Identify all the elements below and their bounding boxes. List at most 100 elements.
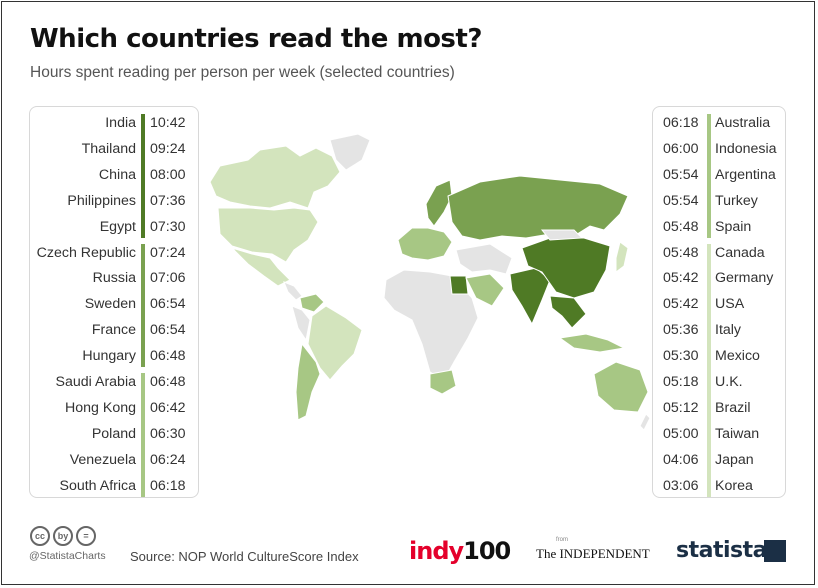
ranking-row-turkey: Turkey 05:54 [653, 189, 785, 214]
tier-bar [141, 114, 145, 238]
map-region-venezuela [299, 293, 325, 313]
ranking-row-germany: Germany 05:42 [653, 266, 785, 291]
ranking-panel-right: Australia 06:18 Indonesia 06:00 Argentina 05:… [652, 106, 786, 498]
map-region-mexico [231, 247, 291, 287]
country-name: Indonesia [715, 140, 777, 157]
indy100-logo-text: indy [409, 537, 464, 565]
country-name: Canada [715, 244, 765, 261]
ranking-row-taiwan: Taiwan 05:00 [653, 422, 785, 447]
ranking-panel-left: India 10:42 Thailand 09:24 China 08:00 Philipp… [29, 106, 199, 498]
reading-time: 06:42 [150, 399, 186, 416]
country-name: Philippines [67, 192, 136, 209]
reading-time: 05:36 [663, 322, 699, 339]
country-name: India [105, 115, 136, 131]
country-name: Taiwan [715, 425, 760, 442]
map-region-central-america [283, 281, 303, 301]
reading-time: 05:42 [663, 296, 699, 313]
ranking-row-egypt: Egypt 07:30 [30, 215, 198, 240]
country-name: Brazil [715, 399, 751, 416]
reading-time: 05:48 [663, 244, 699, 261]
country-name: U.K. [715, 374, 743, 390]
reading-time: 05:00 [663, 425, 699, 442]
statista-logo: statista [676, 538, 767, 563]
country-name: Argentina [715, 166, 776, 183]
reading-time: 06:48 [150, 374, 186, 390]
country-name: Poland [91, 425, 136, 442]
ranking-row-thailand: Thailand 09:24 [30, 137, 198, 162]
country-name: Korea [715, 477, 753, 494]
reading-time: 06:18 [150, 477, 186, 494]
map-region-middle-east [455, 243, 513, 275]
country-name: USA [715, 296, 745, 313]
map-region-japan [615, 241, 629, 273]
statista-logo-icon [764, 540, 786, 562]
reading-time: 06:30 [150, 425, 186, 442]
map-region-new-zealand [639, 413, 650, 431]
country-name: Italy [715, 322, 742, 339]
ranking-row-australia: Australia 06:18 [653, 111, 785, 136]
reading-time: 10:42 [150, 115, 186, 131]
country-name: Venezuela [69, 451, 136, 468]
country-name: Saudi Arabia [55, 374, 136, 390]
country-name: Australia [715, 115, 771, 131]
ranking-row-india: India 10:42 [30, 111, 198, 136]
reading-time: 05:12 [663, 399, 699, 416]
ranking-row-argentina: Argentina 05:54 [653, 163, 785, 188]
country-name: Russia [92, 270, 136, 287]
world-map [209, 133, 650, 431]
country-name: Hong Kong [65, 399, 136, 416]
country-name: Thailand [81, 140, 136, 157]
independent-logo: The INDEPENDENT [536, 546, 650, 561]
ranking-row-u-k: U.K. 05:18 [653, 370, 785, 395]
ranking-row-sweden: Sweden 06:54 [30, 292, 198, 317]
reading-time: 05:42 [663, 270, 699, 287]
ranking-row-saudi-arabia: Saudi Arabia 06:48 [30, 370, 198, 395]
country-name: Germany [715, 270, 774, 287]
ranking-row-korea: Korea 03:06 [653, 474, 785, 499]
reading-time: 04:06 [663, 451, 699, 468]
ranking-row-mexico: Mexico 05:30 [653, 344, 785, 369]
chart-subtitle: Hours spent reading per person per week … [30, 64, 455, 81]
ranking-row-russia: Russia 07:06 [30, 266, 198, 291]
map-region-southeast-asia [549, 295, 587, 329]
country-name: Sweden [84, 296, 136, 313]
reading-time: 03:06 [663, 477, 699, 494]
map-region-scandinavia [425, 179, 453, 227]
ranking-row-indonesia: Indonesia 06:00 [653, 137, 785, 162]
map-region-south-africa [429, 369, 457, 395]
ranking-row-japan: Japan 04:06 [653, 448, 785, 473]
no-derivatives-icon: = [76, 526, 96, 546]
reading-time: 07:24 [150, 244, 186, 261]
reading-time: 07:06 [150, 270, 186, 287]
tier-bar [141, 373, 145, 497]
indy100-logo: indy100 [409, 537, 511, 565]
tier-bar [141, 243, 145, 367]
ranking-row-spain: Spain 05:48 [653, 215, 785, 240]
reading-time: 08:00 [150, 166, 186, 183]
ranking-row-canada: Canada 05:48 [653, 241, 785, 266]
indy100-logo-number: 100 [463, 537, 511, 565]
map-region-greenland [329, 133, 371, 171]
country-name: South Africa [59, 477, 137, 494]
map-region-usa [217, 207, 319, 263]
ranking-row-venezuela: Venezuela 06:24 [30, 448, 198, 473]
from-label: from [556, 537, 568, 543]
tier-bar [707, 243, 711, 497]
footer: cc by = @StatistaCharts Source: NOP World … [0, 522, 818, 572]
map-region-saudi-arabia [465, 273, 505, 307]
ranking-row-china: China 08:00 [30, 163, 198, 188]
map-region-argentina [295, 342, 321, 421]
ranking-row-south-africa: South Africa 06:18 [30, 474, 198, 499]
country-name: Japan [715, 451, 754, 468]
ranking-row-italy: Italy 05:36 [653, 318, 785, 343]
map-region-canada [209, 145, 341, 209]
country-name: Mexico [715, 348, 760, 365]
statista-handle: @StatistaCharts [29, 550, 106, 562]
reading-time: 06:24 [150, 451, 186, 468]
reading-time: 06:00 [663, 140, 699, 157]
map-region-western-europe [397, 227, 453, 261]
ranking-row-hungary: Hungary 06:48 [30, 344, 198, 369]
map-region-africa [383, 269, 479, 381]
country-name: Turkey [715, 192, 758, 209]
